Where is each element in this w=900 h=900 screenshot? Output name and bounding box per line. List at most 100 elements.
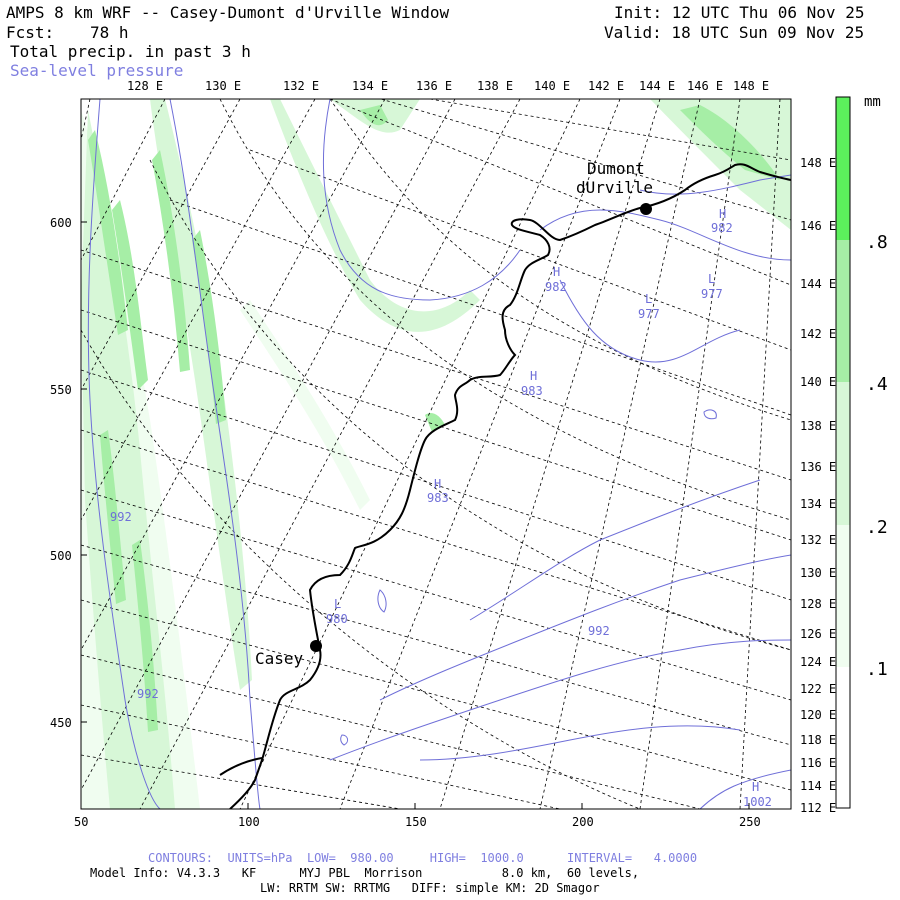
pressure-center-type: H (553, 265, 560, 279)
parallel-line (429, 99, 791, 161)
isobar-line (322, 99, 521, 301)
precip-shading (81, 99, 791, 809)
colorbar-bin-00 (836, 667, 850, 808)
lon-label-top: 146 E (687, 79, 723, 93)
meridian-line (539, 99, 701, 809)
init-time: Init: 12 UTC Thu 06 Nov 25 (614, 3, 865, 22)
station-name-casey: Casey (255, 649, 304, 668)
station-dot-casey (310, 640, 322, 652)
isobar-line (340, 734, 349, 746)
map-title: AMPS 8 km WRF -- Casey-Dumont d'Urville … (6, 3, 450, 22)
forecast-label: Fcst: (6, 23, 55, 42)
meridian-line (639, 99, 741, 809)
plot-frame (80, 98, 792, 810)
coastline-path (229, 163, 791, 809)
lon-label-top: 128 E (127, 79, 163, 93)
precip-streak-1 (88, 130, 128, 335)
pressure-center-value: 982 (711, 221, 733, 235)
meridian-line (739, 99, 781, 809)
colorbar-bin-08 (836, 97, 850, 240)
precip-band-mid (270, 99, 480, 332)
precip-patch-ne-2 (680, 105, 780, 180)
meridian-line (81, 99, 166, 261)
colorbar-unit: mm (864, 94, 881, 110)
station-name-dumont-1: Dumont (587, 159, 645, 178)
isobar-line (469, 479, 761, 621)
y-axis-labels: 600 550 500 450 (50, 216, 72, 730)
pressure-center-value: 977 (638, 307, 660, 321)
coastline-island (219, 757, 263, 776)
meridian-line (81, 99, 386, 651)
isobar-line (377, 589, 387, 613)
lon-label-right: 112 E (800, 801, 836, 815)
x-axis-labels: 50 100 150 200 250 (74, 815, 761, 829)
lon-label-right: 126 E (800, 627, 836, 641)
lon-label-right: 122 E (800, 682, 836, 696)
y-tick-label: 550 (50, 383, 72, 397)
precip-patch-ne (650, 99, 791, 230)
lon-label-right: 130 E (800, 566, 836, 580)
parallel-line (81, 544, 791, 746)
precip-streak-3 (152, 150, 190, 372)
lon-label-top: 130 E (205, 79, 241, 93)
isobar-line (559, 279, 741, 363)
latitude-arc (329, 99, 791, 421)
pressure-center-type: H (719, 207, 726, 221)
colorbar-bin-02 (836, 382, 850, 525)
isobar-line (329, 639, 791, 761)
lon-label-right: 120 E (800, 708, 836, 722)
isobar-line (699, 769, 791, 809)
contour-info: CONTOURS: UNITS=hPa LOW= 980.00 HIGH= 10… (148, 851, 698, 865)
coastline (219, 163, 791, 809)
colorbar-bin-01 (836, 525, 850, 667)
y-tick-marks (81, 221, 87, 723)
isobar-line (379, 554, 791, 701)
pressure-center-value: 977 (701, 287, 723, 301)
lon-label-right: 118 E (800, 733, 836, 747)
pressure-center-type: H (752, 780, 759, 794)
lon-label-top: 134 E (352, 79, 388, 93)
pressure-center-value: 1002 (743, 795, 772, 809)
lon-label-top: 144 E (639, 79, 675, 93)
top-lon-labels: 128 E 130 E 132 E 134 E 136 E 138 E 140 … (127, 79, 769, 93)
precip-band-west (81, 110, 175, 809)
lon-label-right: 134 E (800, 497, 836, 511)
precip-patch-north-2 (360, 105, 388, 126)
isobar-value: 992 (110, 510, 132, 524)
x-tick-label: 150 (405, 815, 427, 829)
isobar-value: 992 (137, 687, 159, 701)
station-name-dumont-2: dUrville (576, 178, 653, 197)
lon-label-top: 148 E (733, 79, 769, 93)
pressure-center-type: L (708, 272, 715, 286)
model-info: Model Info: V4.3.3 KF MYJ PBL Morrison 8… (90, 866, 640, 880)
lon-label-top: 132 E (283, 79, 319, 93)
isobar-line (703, 409, 717, 420)
pressure-center-value: 982 (545, 280, 567, 294)
lon-label-right: 116 E (800, 756, 836, 770)
parallel-line (81, 704, 561, 809)
meridian-line (139, 99, 521, 809)
latitude-arc (81, 329, 641, 809)
field-pressure-label: Sea-level pressure (10, 61, 184, 80)
pressure-center-value: 980 (326, 612, 348, 626)
colorbar-frame (835, 96, 851, 809)
meridian-line (81, 99, 316, 521)
colorbar-label: .2 (866, 517, 888, 538)
parallel-line (81, 489, 791, 701)
pressure-center-value: 983 (521, 384, 543, 398)
meridian-line (239, 99, 581, 809)
lon-label-right: 124 E (800, 655, 836, 669)
lon-label-right: 142 E (800, 327, 836, 341)
precip-streak-4 (192, 230, 226, 424)
pressure-center-type: H (434, 477, 441, 491)
precip-streak-6 (132, 540, 158, 732)
meridian-line (81, 99, 241, 391)
pressure-center-type: L (645, 292, 652, 306)
lat-lon-grid (81, 99, 791, 809)
parallel-line (81, 654, 701, 809)
parallel-line (81, 249, 791, 481)
station-markers: Dumont dUrville Casey (255, 159, 653, 668)
x-tick-label: 100 (238, 815, 260, 829)
parallel-line (380, 99, 791, 221)
lon-label-top: 138 E (477, 79, 513, 93)
